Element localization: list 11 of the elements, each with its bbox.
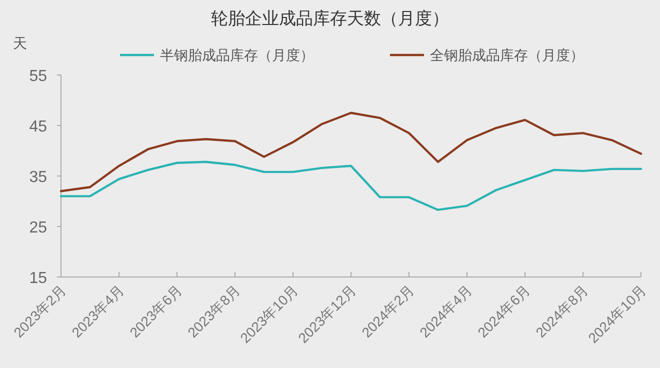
- chart-title: 轮胎企业成品库存天数（月度）: [211, 9, 449, 28]
- line-series: [60, 112, 642, 192]
- y-tick-label: 15: [29, 270, 48, 287]
- line-series: [60, 160, 642, 211]
- y-tick-label: 35: [29, 169, 48, 186]
- y-tick-label: 25: [29, 220, 48, 236]
- y-axis-title: 天: [13, 35, 27, 51]
- y-tick-label: 55: [29, 68, 48, 85]
- y-tick-label: 45: [29, 118, 48, 136]
- legend-label: 全钢胎成品库存（月度）: [430, 47, 584, 63]
- legend-label: 半钢胎成品库存（月度）: [160, 47, 314, 63]
